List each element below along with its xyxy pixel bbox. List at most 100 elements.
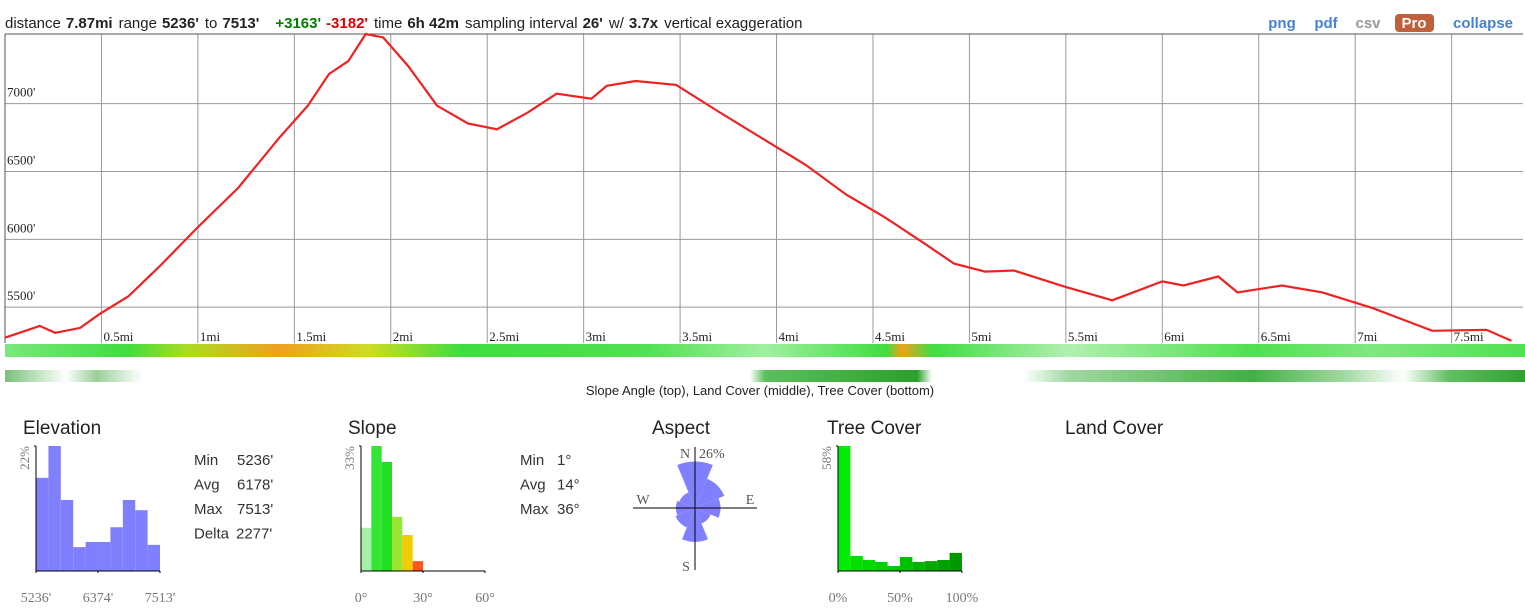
r-tick-label: 26%: [699, 447, 725, 462]
y-tick-label: 58%: [819, 446, 834, 470]
x-tick-label: 60°: [475, 591, 495, 606]
histogram-bar: [381, 461, 392, 571]
x-tick-label: 5.5mi: [1068, 329, 1098, 344]
stat-value: 6178': [237, 477, 273, 494]
histogram-bar: [949, 552, 962, 571]
stat-value: 36°: [557, 501, 580, 518]
histogram-bar: [122, 499, 136, 571]
x-tick-label: 6mi: [1164, 329, 1185, 344]
aspect-petal: [695, 508, 711, 524]
x-tick-label: 5236': [21, 591, 52, 606]
elevation-line: [4, 32, 1512, 342]
summary-label: distance: [5, 15, 61, 32]
summary-label: time: [374, 15, 402, 32]
summary-label: sampling interval: [465, 15, 578, 32]
summary-value: 3.7x: [629, 15, 659, 32]
summary-value: 7513': [222, 15, 259, 32]
stat-value: 5236': [237, 452, 273, 469]
y-tick-label: 6500': [7, 152, 35, 167]
summary-value: 26': [583, 15, 603, 32]
x-tick-label: 6.5mi: [1261, 329, 1291, 344]
strip-caption: Slope Angle (top), Land Cover (middle), …: [586, 383, 934, 398]
summary-value: +3163': [275, 15, 321, 32]
histogram-bar: [850, 555, 863, 571]
stat-label: Min: [520, 452, 544, 469]
histogram-bar: [924, 561, 938, 571]
histogram-bar: [36, 477, 49, 571]
summary-label: vertical exaggeration: [664, 15, 802, 32]
panel-title: Tree Cover: [827, 418, 922, 439]
aspect-petal: [675, 508, 695, 528]
x-tick-label: 7mi: [1357, 329, 1378, 344]
histogram-bar: [371, 446, 382, 571]
slope-strip: [5, 344, 1525, 357]
x-tick-label: 4.5mi: [875, 329, 905, 344]
x-tick-label: 100%: [946, 591, 979, 606]
summary-value: 7.87mi: [66, 15, 113, 32]
compass-label: E: [746, 493, 755, 508]
panel-title: Elevation: [23, 418, 101, 439]
x-tick-label: 6374': [83, 591, 114, 606]
histogram-bar: [912, 561, 925, 571]
stat-label: Max: [520, 501, 549, 518]
histogram-bar: [98, 542, 111, 571]
x-tick-label: 0%: [829, 591, 848, 606]
x-tick-label: 50%: [887, 591, 913, 606]
x-tick-label: 0.5mi: [103, 329, 133, 344]
link[interactable]: collapse: [1453, 15, 1513, 32]
y-tick-label: 5500': [7, 288, 35, 303]
stat-label: Avg: [520, 477, 546, 494]
aspect-petal: [695, 478, 725, 508]
y-tick-label: 22%: [17, 446, 32, 470]
histogram-bar: [412, 561, 423, 571]
histogram-bar: [838, 446, 851, 571]
stat-value: 7513': [237, 501, 273, 518]
x-tick-label: 2.5mi: [489, 329, 519, 344]
link[interactable]: Pro: [1401, 15, 1426, 32]
stat-label: Avg: [194, 477, 220, 494]
histogram-bar: [392, 516, 403, 571]
histogram-bar: [110, 527, 123, 571]
histogram-bar: [85, 542, 99, 571]
y-tick-label: 33%: [342, 446, 357, 470]
x-tick-label: 1mi: [200, 329, 221, 344]
panel-title: Aspect: [652, 418, 711, 439]
panel-title: Land Cover: [1065, 418, 1164, 439]
summary-value: 5236': [162, 15, 199, 32]
x-tick-label: 1.5mi: [296, 329, 326, 344]
pro-badge[interactable]: [1395, 14, 1434, 32]
histogram-bar: [48, 446, 61, 571]
stat-label: Delta: [194, 526, 230, 543]
x-tick-label: 7.5mi: [1454, 329, 1484, 344]
histogram-bar: [937, 560, 950, 571]
histogram-bar: [147, 544, 160, 571]
histogram-bar: [900, 556, 913, 571]
tree-cover-strip: [5, 370, 1525, 382]
stat-label: Max: [194, 501, 223, 518]
x-tick-label: 7513': [145, 591, 176, 606]
histogram-bar: [60, 499, 74, 571]
histogram-bar: [361, 527, 372, 571]
histogram-bar: [73, 547, 86, 571]
y-tick-label: 7000': [7, 85, 35, 100]
stat-value: 2277': [236, 526, 272, 543]
link[interactable]: pdf: [1314, 15, 1338, 32]
panel-title: Slope: [348, 418, 397, 439]
compass-label: W: [636, 493, 650, 508]
link[interactable]: png: [1268, 15, 1296, 32]
summary-value: 6h 42m: [407, 15, 459, 32]
x-tick-label: 4mi: [779, 329, 800, 344]
aspect-petal: [679, 492, 695, 508]
x-tick-label: 0°: [355, 591, 368, 606]
summary-value: -3182': [326, 15, 368, 32]
compass-label: N: [680, 447, 690, 462]
x-tick-label: 3mi: [586, 329, 607, 344]
link[interactable]: csv: [1355, 15, 1381, 32]
histogram-bar: [875, 561, 888, 571]
x-tick-label: 3.5mi: [682, 329, 712, 344]
compass-label: S: [682, 560, 690, 575]
summary: distance 7.87mi range 5236' to 7513' +3163' -31…: [5, 15, 802, 32]
x-tick-label: 2mi: [393, 329, 414, 344]
